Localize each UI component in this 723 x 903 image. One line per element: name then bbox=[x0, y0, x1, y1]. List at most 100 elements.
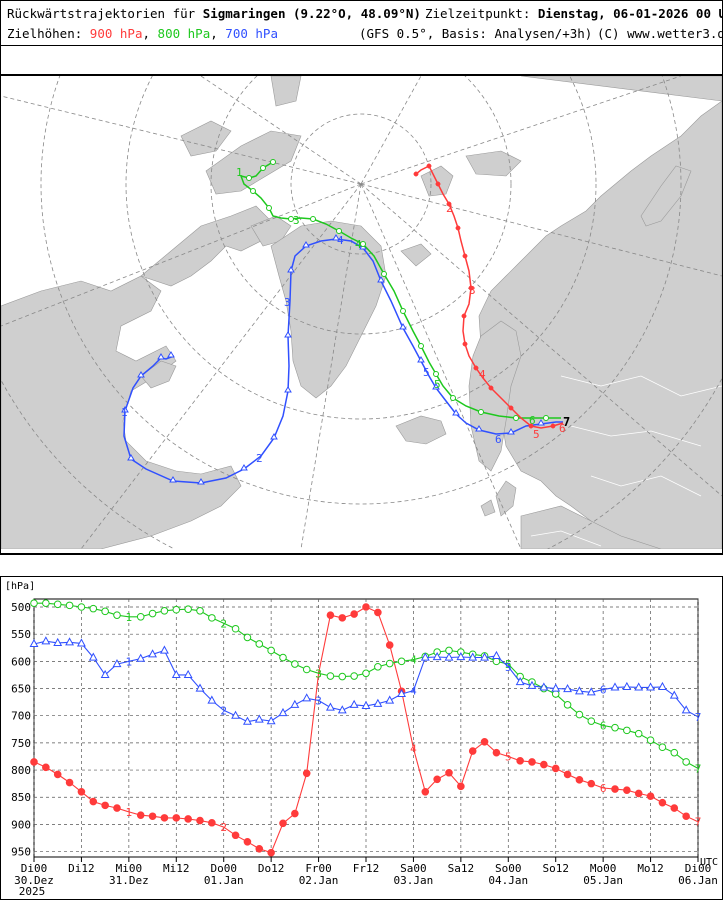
sep: , bbox=[210, 26, 218, 41]
data-point bbox=[160, 814, 169, 822]
data-point bbox=[76, 638, 86, 647]
data-point bbox=[623, 786, 631, 794]
data-point bbox=[53, 600, 62, 609]
data-point bbox=[291, 809, 299, 818]
data-point bbox=[266, 716, 276, 725]
traj-900-label: 3 bbox=[469, 284, 476, 297]
trajectory-900-markers bbox=[413, 163, 556, 429]
data-point bbox=[361, 700, 371, 710]
level-900: 900 hPa bbox=[89, 26, 143, 41]
data-point bbox=[41, 636, 51, 645]
pressure-chart: 500 550 600 650 700 750 800 850 900 950 [hPa] Di00 3… bbox=[0, 576, 723, 900]
data-point bbox=[136, 811, 145, 819]
data-point bbox=[326, 611, 335, 619]
data-point bbox=[29, 638, 39, 648]
day-marker-label: 5 bbox=[505, 658, 512, 671]
spacer bbox=[0, 45, 723, 75]
target-value: Dienstag, 06-01-2026 00 UTC bbox=[537, 6, 723, 21]
y-axis-unit: [hPa] bbox=[5, 581, 35, 592]
data-point bbox=[231, 624, 240, 633]
data-point bbox=[302, 665, 311, 674]
data-point bbox=[42, 599, 50, 607]
data-point bbox=[65, 637, 75, 646]
x-date-label: 06.Jan bbox=[678, 874, 718, 887]
title-location: Sigmaringen (9.22°O, 48.09°N) bbox=[202, 6, 421, 21]
data-point bbox=[243, 633, 252, 642]
data-point bbox=[338, 614, 347, 622]
pressure-chart-svg: 500550600650700750800850900950[hPa]Di003… bbox=[5, 581, 718, 898]
data-point bbox=[112, 659, 122, 668]
data-point bbox=[279, 819, 287, 828]
data-point bbox=[432, 651, 442, 661]
title-prefix: Rückwärtstrajektorien für bbox=[7, 6, 196, 21]
data-point bbox=[480, 652, 490, 661]
data-point bbox=[302, 693, 312, 702]
data-point bbox=[611, 785, 619, 793]
levels-label: Zielhöhen: bbox=[7, 26, 83, 41]
data-point bbox=[646, 736, 655, 744]
data-point bbox=[658, 743, 667, 752]
data-point bbox=[563, 684, 573, 693]
x-tick-label: Do00 bbox=[210, 862, 237, 875]
data-point bbox=[254, 714, 264, 723]
y-tick-label: 950 bbox=[11, 846, 31, 859]
data-point bbox=[433, 775, 441, 784]
data-point bbox=[527, 680, 537, 689]
day-marker-label: 3 bbox=[315, 694, 322, 707]
data-point bbox=[468, 747, 477, 755]
data-point bbox=[385, 695, 395, 704]
utc-label: UTC bbox=[700, 857, 718, 868]
data-point bbox=[516, 757, 524, 765]
sep: , bbox=[142, 26, 151, 41]
data-point bbox=[445, 768, 453, 777]
traj-800-label: 4 bbox=[355, 238, 362, 251]
day-marker-label: 3 bbox=[315, 667, 322, 680]
data-point bbox=[30, 758, 38, 766]
trajectory-700-line bbox=[123, 238, 563, 484]
data-point bbox=[563, 701, 572, 709]
data-point bbox=[42, 763, 50, 772]
data-point bbox=[290, 699, 300, 708]
data-point bbox=[681, 705, 691, 714]
data-point bbox=[350, 610, 358, 618]
data-point bbox=[444, 652, 454, 661]
data-point bbox=[100, 669, 110, 679]
day-marker-label: 5 bbox=[505, 661, 512, 674]
data-point bbox=[350, 672, 358, 680]
traj-700-label: 2 bbox=[256, 452, 263, 465]
x-tick-label: Sa12 bbox=[448, 862, 475, 875]
data-point bbox=[65, 778, 74, 787]
data-point bbox=[255, 640, 264, 648]
data-point bbox=[89, 797, 98, 806]
data-point bbox=[326, 672, 335, 680]
data-point bbox=[551, 690, 560, 698]
data-point bbox=[610, 682, 620, 691]
traj-700-label: 6 bbox=[495, 433, 502, 446]
traj-700-label: 4 bbox=[337, 234, 344, 247]
data-point bbox=[53, 770, 62, 779]
data-point bbox=[623, 726, 631, 735]
data-point bbox=[77, 603, 86, 611]
data-point bbox=[337, 705, 347, 714]
x-tick-label: Mo00 bbox=[590, 862, 617, 875]
traj-900-label: 6 bbox=[559, 422, 566, 435]
data-point bbox=[88, 652, 98, 661]
day-marker-label: 7 bbox=[695, 816, 702, 829]
traj-900-label: 5 bbox=[533, 428, 540, 441]
data-point bbox=[634, 729, 643, 738]
data-point bbox=[575, 776, 584, 784]
data-point bbox=[183, 669, 193, 679]
x-tick-label: So00 bbox=[495, 862, 522, 875]
target-time: Zielzeitpunkt: Dienstag, 06-01-2026 00 U… bbox=[425, 6, 723, 21]
day-marker-label: 4 bbox=[410, 685, 417, 698]
data-point bbox=[563, 770, 572, 779]
target-label: Zielzeitpunkt: bbox=[425, 6, 531, 21]
data-point bbox=[551, 764, 560, 773]
data-point bbox=[551, 683, 561, 692]
data-point bbox=[279, 653, 287, 662]
x-tick-label: So12 bbox=[542, 862, 569, 875]
data-point bbox=[243, 837, 252, 846]
borders bbox=[530, 375, 722, 547]
data-point bbox=[89, 604, 98, 613]
data-point bbox=[670, 804, 679, 812]
